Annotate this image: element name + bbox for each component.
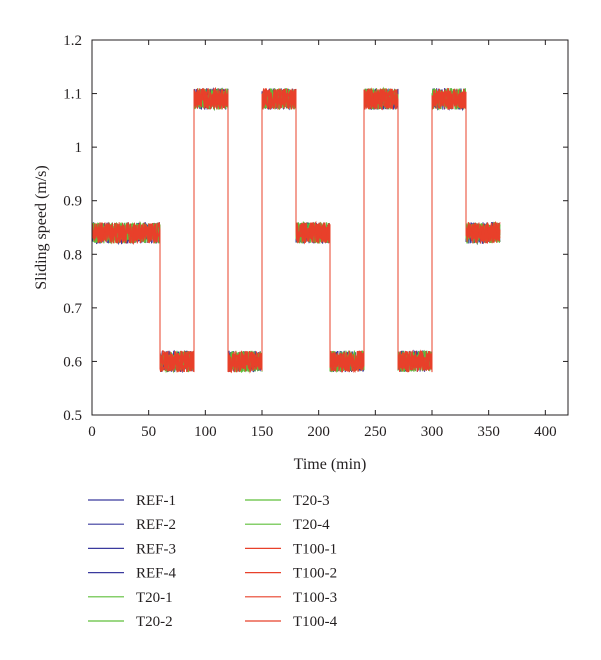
- y-tick-label: 1.1: [63, 87, 82, 103]
- x-tick-label: 150: [251, 424, 274, 440]
- legend-label-ref-3: REF-3: [136, 541, 176, 557]
- x-tick-label: 50: [141, 424, 156, 440]
- legend-label-ref-1: REF-1: [136, 493, 176, 509]
- legend-label-t100-2: T100-2: [293, 566, 337, 582]
- x-tick-label: 200: [307, 424, 330, 440]
- legend-label-t20-4: T20-4: [293, 517, 330, 533]
- legend-label-ref-2: REF-2: [136, 517, 176, 533]
- y-tick-label: 1: [75, 140, 83, 156]
- legend-label-t100-1: T100-1: [293, 541, 337, 557]
- ticks-layer: 0 50 100 150 200 250 300 350 400 0.5 0.6 0.7 0.8 0.9 1…: [63, 33, 568, 440]
- y-tick-label: 0.6: [63, 354, 82, 370]
- legend-label-t100-3: T100-3: [293, 590, 337, 606]
- legend-label-t20-2: T20-2: [136, 614, 173, 630]
- x-axis-title: Time (min): [294, 456, 367, 473]
- y-tick-label: 0.5: [63, 408, 82, 424]
- legend: REF-1 REF-2 REF-3 REF-4 T20-1 T20-2 T20-3 T20-4…: [88, 493, 338, 630]
- legend-label-ref-4: REF-4: [136, 566, 177, 582]
- x-tick-label: 0: [88, 424, 96, 440]
- series-layer: [91, 86, 501, 374]
- y-tick-label: 0.7: [63, 301, 82, 317]
- plot-frame: [91, 39, 569, 416]
- y-tick-label: 1.2: [63, 33, 82, 49]
- x-tick-label: 400: [534, 424, 557, 440]
- y-tick-label: 0.9: [63, 194, 82, 210]
- y-axis-title: Sliding speed (m/s): [33, 165, 50, 289]
- x-tick-label: 250: [364, 424, 387, 440]
- x-tick-label: 300: [421, 424, 444, 440]
- y-tick-label: 0.8: [63, 247, 82, 263]
- legend-label-t20-3: T20-3: [293, 493, 330, 509]
- series-line-t100-4: [91, 87, 501, 374]
- x-tick-label: 350: [477, 424, 500, 440]
- legend-label-t100-4: T100-4: [293, 614, 338, 630]
- x-tick-label: 100: [194, 424, 217, 440]
- legend-label-t20-1: T20-1: [136, 590, 173, 606]
